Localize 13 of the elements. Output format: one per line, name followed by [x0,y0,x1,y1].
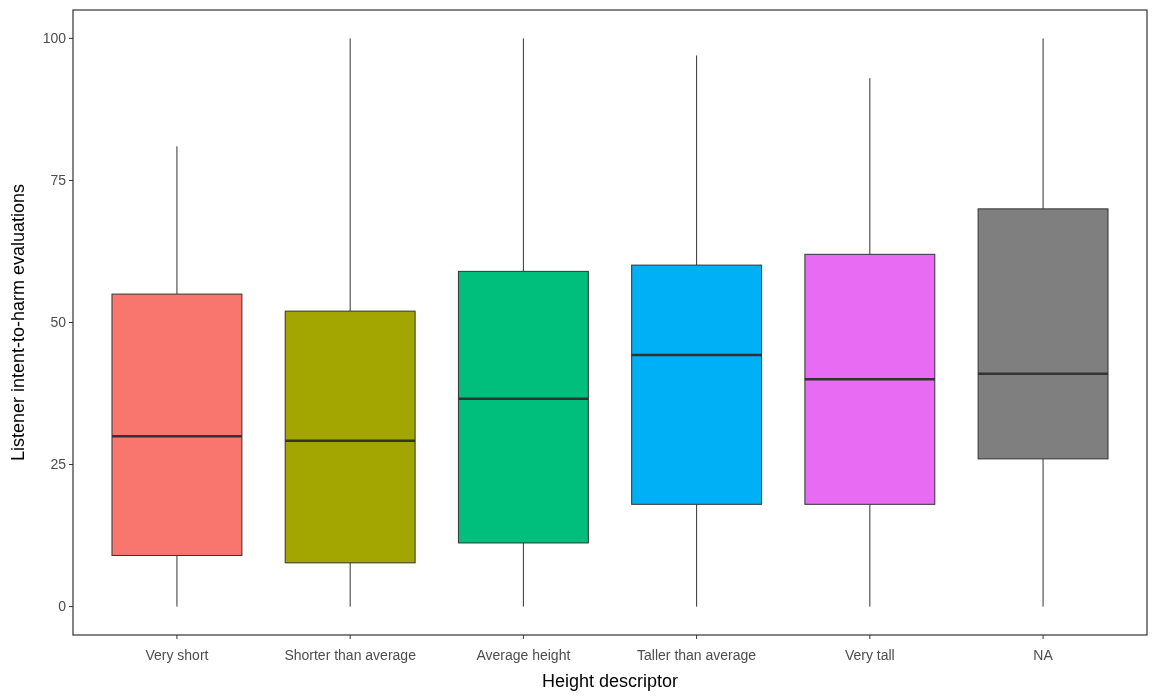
x-tick-label: Very short [145,646,209,663]
y-tick-label: 75 [50,172,67,189]
x-tick-label: Very tall [844,646,895,663]
x-tick-label: NA [1033,646,1054,663]
x-axis-title: Height descriptor [541,671,679,691]
y-tick-label: 25 [50,456,67,473]
y-axis-title: Listener intent-to-harm evaluations [8,183,28,462]
y-tick-label: 50 [50,314,67,331]
x-tick-label: Taller than average [637,646,757,663]
y-tick-label: 0 [58,598,67,615]
y-tick-label: 100 [42,30,67,47]
x-tick-label: Shorter than average [284,646,417,663]
x-tick-label: Average height [476,646,571,663]
